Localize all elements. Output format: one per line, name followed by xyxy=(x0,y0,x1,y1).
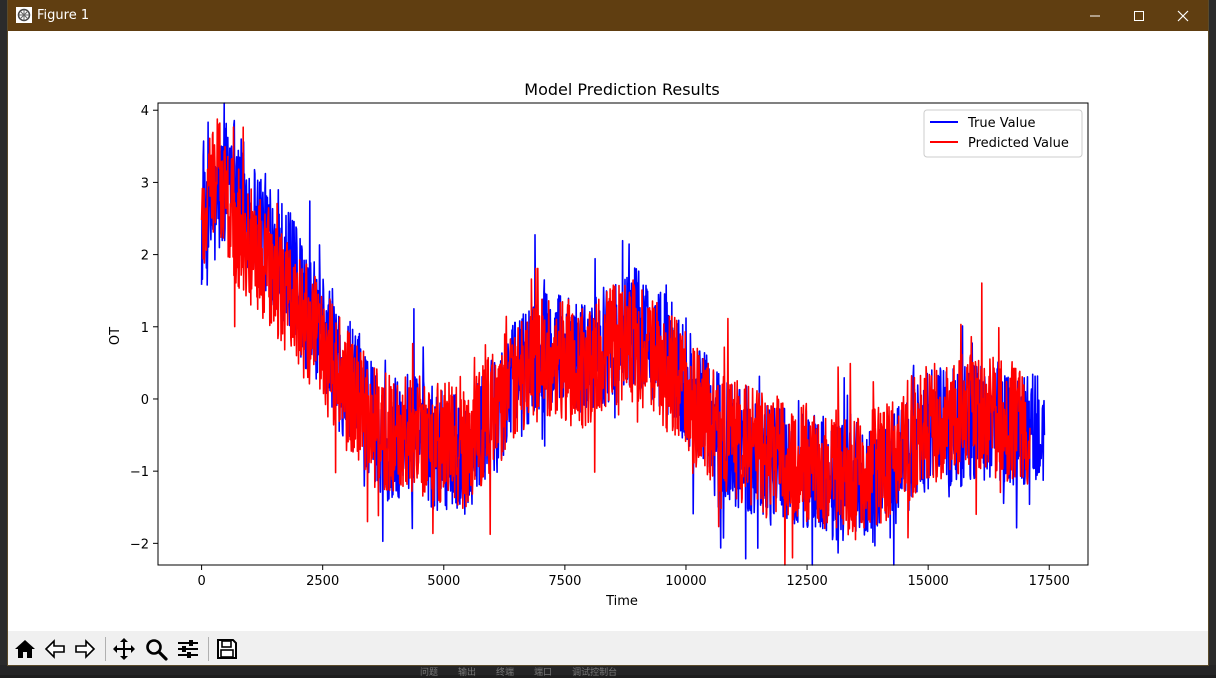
x-tick-label: 0 xyxy=(197,574,205,589)
legend-label-true-value: True Value xyxy=(967,116,1035,131)
y-tick-label: 4 xyxy=(141,104,149,119)
panel-tab-output[interactable]: 输出 xyxy=(458,668,477,678)
title-bar[interactable]: Figure 1 xyxy=(8,0,1208,31)
close-button[interactable] xyxy=(1160,0,1206,31)
desktop-background-left xyxy=(0,0,8,675)
home-button[interactable] xyxy=(10,634,40,664)
close-icon xyxy=(1177,10,1189,21)
series-layer xyxy=(200,102,1046,566)
desktop-background-right xyxy=(1208,0,1216,675)
forward-button[interactable] xyxy=(70,634,100,664)
minimize-icon xyxy=(1090,15,1100,16)
window-title: Figure 1 xyxy=(37,8,90,23)
panel-tab-debug-console[interactable]: 调试控制台 xyxy=(572,668,618,678)
y-axis-label: OT xyxy=(108,327,123,345)
pan-button[interactable] xyxy=(109,634,139,664)
x-axis: 0 2500 5000 7500 10000 12500 15000 17500 xyxy=(197,565,1070,589)
x-tick-label: 17500 xyxy=(1029,574,1070,589)
y-tick-label: −2 xyxy=(130,537,149,552)
forward-arrow-icon xyxy=(75,639,96,659)
chart-title: Model Prediction Results xyxy=(524,80,719,99)
move-cross-icon xyxy=(113,638,135,660)
maximize-button[interactable] xyxy=(1116,0,1162,31)
legend-label-predicted-value: Predicted Value xyxy=(968,136,1069,151)
legend-box xyxy=(923,109,1083,158)
figure-canvas[interactable]: Model Prediction Results 0 2500 5000 7500 10… xyxy=(8,31,1208,631)
navigation-toolbar xyxy=(8,631,1208,665)
x-tick-label: 7500 xyxy=(548,574,581,589)
panel-tab-ports[interactable]: 端口 xyxy=(534,668,553,678)
y-tick-label: 2 xyxy=(141,249,149,264)
panel-tab-terminal[interactable]: 终端 xyxy=(496,668,515,678)
floppy-disk-icon xyxy=(217,639,237,659)
panel-tab-problems[interactable]: 问题 xyxy=(420,668,439,678)
y-tick-label: −1 xyxy=(130,465,149,480)
magnifier-icon xyxy=(146,639,168,661)
editor-panel-tabs: 问题 输出 终端 端口 调试控制台 xyxy=(420,665,618,678)
minimize-button[interactable] xyxy=(1072,0,1118,31)
series-line-predicted-value xyxy=(200,118,1031,566)
axes-frame xyxy=(157,102,1089,566)
x-tick-label: 2500 xyxy=(306,574,339,589)
configure-subplots-button[interactable] xyxy=(173,634,203,664)
y-axis: −2 −1 0 1 2 3 4 xyxy=(130,104,158,552)
save-button[interactable] xyxy=(212,634,242,664)
sliders-icon xyxy=(178,640,198,658)
back-arrow-icon xyxy=(44,639,65,659)
y-tick-label: 3 xyxy=(141,176,149,191)
y-tick-label: 0 xyxy=(141,393,149,408)
x-tick-label: 15000 xyxy=(907,574,948,589)
maximize-icon xyxy=(1134,10,1144,21)
toolbar-separator xyxy=(208,637,209,661)
toolbar-separator xyxy=(105,637,106,661)
x-tick-label: 12500 xyxy=(786,574,827,589)
back-button[interactable] xyxy=(40,634,70,664)
x-axis-label: Time xyxy=(605,594,638,609)
y-tick-label: 1 xyxy=(141,321,149,336)
legend: True Value Predicted Value xyxy=(923,109,1083,158)
x-tick-label: 5000 xyxy=(427,574,460,589)
matplotlib-figure-icon xyxy=(16,7,32,23)
x-tick-label: 10000 xyxy=(665,574,706,589)
home-icon xyxy=(15,640,35,658)
editor-panel-strip xyxy=(0,665,1216,675)
zoom-button[interactable] xyxy=(141,634,171,664)
line-chart[interactable]: Model Prediction Results 0 2500 5000 7500 10… xyxy=(8,31,1208,631)
figure-window: Figure 1 Model Prediction Results 0 2500 5… xyxy=(8,0,1208,665)
